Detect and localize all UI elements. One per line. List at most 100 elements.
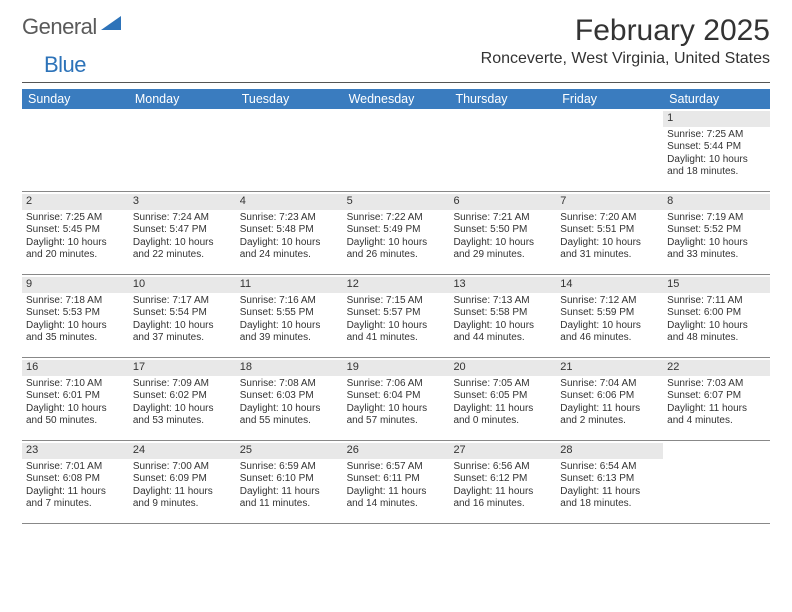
- logo: General: [22, 14, 123, 40]
- day-info: Sunrise: 6:59 AMSunset: 6:10 PMDaylight:…: [240, 461, 339, 511]
- month-title: February 2025: [481, 14, 770, 48]
- sunset-text: Sunset: 5:52 PM: [667, 224, 766, 237]
- day-cell: .: [22, 109, 129, 191]
- day-number: 24: [129, 443, 236, 459]
- weekday-header: Thursday: [449, 89, 556, 109]
- sunrise-text: Sunrise: 7:23 AM: [240, 212, 339, 225]
- day-cell: 27Sunrise: 6:56 AMSunset: 6:12 PMDayligh…: [449, 441, 556, 523]
- sunset-text: Sunset: 6:12 PM: [453, 473, 552, 486]
- sunrise-text: Sunrise: 7:25 AM: [667, 129, 766, 142]
- day-cell: 7Sunrise: 7:20 AMSunset: 5:51 PMDaylight…: [556, 192, 663, 274]
- daylight-text: Daylight: 11 hours and 2 minutes.: [560, 403, 659, 428]
- sunset-text: Sunset: 6:03 PM: [240, 390, 339, 403]
- day-info: Sunrise: 7:03 AMSunset: 6:07 PMDaylight:…: [667, 378, 766, 428]
- day-info: Sunrise: 7:11 AMSunset: 6:00 PMDaylight:…: [667, 295, 766, 345]
- sunset-text: Sunset: 6:00 PM: [667, 307, 766, 320]
- sunrise-text: Sunrise: 7:18 AM: [26, 295, 125, 308]
- daylight-text: Daylight: 10 hours and 20 minutes.: [26, 237, 125, 262]
- daylight-text: Daylight: 11 hours and 4 minutes.: [667, 403, 766, 428]
- daylight-text: Daylight: 10 hours and 31 minutes.: [560, 237, 659, 262]
- daylight-text: Daylight: 10 hours and 44 minutes.: [453, 320, 552, 345]
- sunset-text: Sunset: 5:55 PM: [240, 307, 339, 320]
- sunset-text: Sunset: 5:57 PM: [347, 307, 446, 320]
- day-cell: 23Sunrise: 7:01 AMSunset: 6:08 PMDayligh…: [22, 441, 129, 523]
- day-cell: .: [663, 441, 770, 523]
- sunrise-text: Sunrise: 7:25 AM: [26, 212, 125, 225]
- daylight-text: Daylight: 10 hours and 33 minutes.: [667, 237, 766, 262]
- daylight-text: Daylight: 10 hours and 53 minutes.: [133, 403, 232, 428]
- sunset-text: Sunset: 5:44 PM: [667, 141, 766, 154]
- sunset-text: Sunset: 6:13 PM: [560, 473, 659, 486]
- day-cell: 17 Sunrise: 7:09 AMSunset: 6:02 PMDayligh…: [129, 358, 236, 440]
- logo-text-blue: Blue: [44, 52, 86, 77]
- daylight-text: Daylight: 11 hours and 9 minutes.: [133, 486, 232, 511]
- day-number: 11: [236, 277, 343, 293]
- day-info: Sunrise: 7:22 AMSunset: 5:49 PMDaylight:…: [347, 212, 446, 262]
- daylight-text: Daylight: 10 hours and 37 minutes.: [133, 320, 232, 345]
- sunrise-text: Sunrise: 7:22 AM: [347, 212, 446, 225]
- sunrise-text: Sunrise: 7:20 AM: [560, 212, 659, 225]
- day-number: 28: [556, 443, 663, 459]
- day-cell: 19Sunrise: 7:06 AMSunset: 6:04 PMDayligh…: [343, 358, 450, 440]
- location-subtitle: Ronceverte, West Virginia, United States: [481, 50, 770, 68]
- sunset-text: Sunset: 5:50 PM: [453, 224, 552, 237]
- sunrise-text: Sunrise: 7:16 AM: [240, 295, 339, 308]
- day-number: 10: [129, 277, 236, 293]
- sunrise-text: Sunrise: 7:21 AM: [453, 212, 552, 225]
- sunrise-text: Sunrise: 7:19 AM: [667, 212, 766, 225]
- day-cell: .: [236, 109, 343, 191]
- weeks-container: ......1Sunrise: 7:25 AMSunset: 5:44 PMDa…: [22, 109, 770, 524]
- day-cell: 16Sunrise: 7:10 AMSunset: 6:01 PMDayligh…: [22, 358, 129, 440]
- day-cell: 2Sunrise: 7:25 AMSunset: 5:45 PMDaylight…: [22, 192, 129, 274]
- daylight-text: Daylight: 10 hours and 41 minutes.: [347, 320, 446, 345]
- day-number: 15: [663, 277, 770, 293]
- sunrise-text: Sunrise: 7:11 AM: [667, 295, 766, 308]
- sunrise-text: Sunrise: 6:57 AM: [347, 461, 446, 474]
- sunrise-text: Sunrise: 7:04 AM: [560, 378, 659, 391]
- day-cell: 3Sunrise: 7:24 AMSunset: 5:47 PMDaylight…: [129, 192, 236, 274]
- day-info: Sunrise: 7:06 AMSunset: 6:04 PMDaylight:…: [347, 378, 446, 428]
- daylight-text: Daylight: 11 hours and 16 minutes.: [453, 486, 552, 511]
- day-number: 17: [129, 360, 236, 376]
- sunrise-text: Sunrise: 7:13 AM: [453, 295, 552, 308]
- day-number: 22: [663, 360, 770, 376]
- sunset-text: Sunset: 5:48 PM: [240, 224, 339, 237]
- weekday-header: Friday: [556, 89, 663, 109]
- day-info: Sunrise: 7:18 AMSunset: 5:53 PMDaylight:…: [26, 295, 125, 345]
- day-cell: 25Sunrise: 6:59 AMSunset: 6:10 PMDayligh…: [236, 441, 343, 523]
- day-number: 26: [343, 443, 450, 459]
- day-cell: 12Sunrise: 7:15 AMSunset: 5:57 PMDayligh…: [343, 275, 450, 357]
- day-number: 20: [449, 360, 556, 376]
- day-cell: 20 Sunrise: 7:05 AMSunset: 6:05 PMDayligh…: [449, 358, 556, 440]
- day-info: Sunrise: 7:10 AMSunset: 6:01 PMDaylight:…: [26, 378, 125, 428]
- day-info: Sunrise: 7:05 AMSunset: 6:05 PMDaylight:…: [453, 378, 552, 428]
- week-row: 16Sunrise: 7:10 AMSunset: 6:01 PMDayligh…: [22, 358, 770, 441]
- day-info: Sunrise: 6:56 AMSunset: 6:12 PMDaylight:…: [453, 461, 552, 511]
- day-info: Sunrise: 7:09 AMSunset: 6:02 PMDaylight:…: [133, 378, 232, 428]
- weekday-header: Monday: [129, 89, 236, 109]
- day-info: Sunrise: 7:00 AMSunset: 6:09 PMDaylight:…: [133, 461, 232, 511]
- weekday-header-row: Sunday Monday Tuesday Wednesday Thursday…: [22, 89, 770, 109]
- day-number: 14: [556, 277, 663, 293]
- day-info: Sunrise: 6:54 AMSunset: 6:13 PMDaylight:…: [560, 461, 659, 511]
- daylight-text: Daylight: 11 hours and 11 minutes.: [240, 486, 339, 511]
- day-cell: 24 Sunrise: 7:00 AMSunset: 6:09 PMDayligh…: [129, 441, 236, 523]
- sunset-text: Sunset: 6:02 PM: [133, 390, 232, 403]
- day-info: Sunrise: 7:15 AMSunset: 5:57 PMDaylight:…: [347, 295, 446, 345]
- day-number: 5: [343, 194, 450, 210]
- sunrise-text: Sunrise: 7:00 AM: [133, 461, 232, 474]
- day-number: 21: [556, 360, 663, 376]
- sunrise-text: Sunrise: 7:08 AM: [240, 378, 339, 391]
- day-cell: 5 Sunrise: 7:22 AMSunset: 5:49 PMDaylight…: [343, 192, 450, 274]
- day-info: Sunrise: 7:25 AMSunset: 5:44 PMDaylight:…: [667, 129, 766, 179]
- daylight-text: Daylight: 10 hours and 48 minutes.: [667, 320, 766, 345]
- sunset-text: Sunset: 5:47 PM: [133, 224, 232, 237]
- sunrise-text: Sunrise: 7:03 AM: [667, 378, 766, 391]
- weekday-header: Sunday: [22, 89, 129, 109]
- sunset-text: Sunset: 6:04 PM: [347, 390, 446, 403]
- day-number: 9: [22, 277, 129, 293]
- day-cell: 18Sunrise: 7:08 AMSunset: 6:03 PMDayligh…: [236, 358, 343, 440]
- day-info: Sunrise: 7:08 AMSunset: 6:03 PMDaylight:…: [240, 378, 339, 428]
- week-row: 23Sunrise: 7:01 AMSunset: 6:08 PMDayligh…: [22, 441, 770, 524]
- day-info: Sunrise: 7:25 AMSunset: 5:45 PMDaylight:…: [26, 212, 125, 262]
